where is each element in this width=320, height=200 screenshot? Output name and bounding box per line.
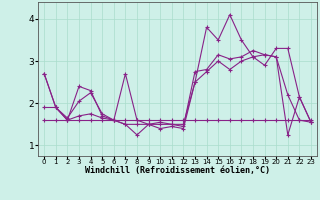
X-axis label: Windchill (Refroidissement éolien,°C): Windchill (Refroidissement éolien,°C) xyxy=(85,166,270,175)
